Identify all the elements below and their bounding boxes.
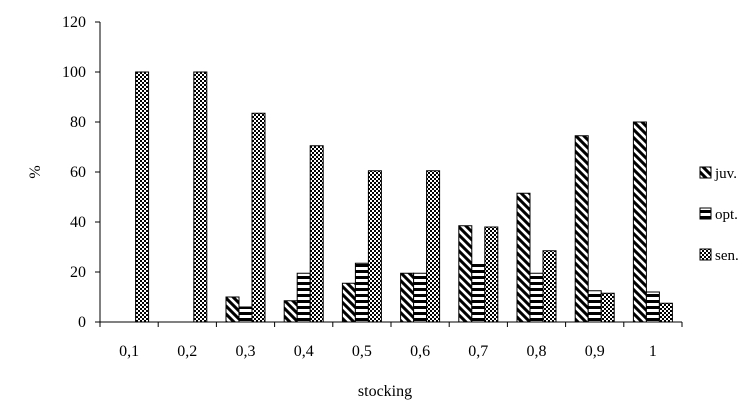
bar: [193, 71, 208, 323]
legend-label: juv.: [714, 166, 737, 182]
bar: [135, 71, 150, 323]
legend-swatch: [699, 207, 712, 220]
y-ticks: 0 20 40 60 80 100 120: [62, 14, 100, 331]
x-tick-label: 0,6: [410, 343, 430, 360]
bar: [587, 290, 602, 323]
bar: [225, 296, 240, 323]
bar: [516, 192, 531, 323]
bar: [354, 262, 369, 323]
x-tick-label: 0,8: [527, 343, 547, 360]
x-tick-label: 0,3: [236, 343, 256, 360]
y-tick-label: 100: [62, 64, 86, 81]
bar: [309, 145, 324, 323]
bar: [238, 306, 253, 323]
legend-swatch: [699, 166, 712, 179]
legend: juv. opt. sen.: [699, 166, 739, 264]
bars: [135, 71, 673, 323]
x-tick-label: 0,4: [294, 343, 314, 360]
bar: [283, 300, 298, 323]
bar: [341, 282, 356, 323]
x-tick-label: 0,1: [119, 343, 139, 360]
bar: [367, 170, 382, 323]
bar: [645, 291, 660, 323]
bar: [658, 302, 673, 323]
bar: [296, 272, 311, 323]
bar: [458, 225, 473, 323]
bar: [413, 272, 428, 323]
bar: [400, 272, 415, 323]
bar: [471, 264, 486, 323]
x-axis-label: stocking: [358, 383, 412, 400]
bar: [251, 112, 266, 323]
bar: [542, 250, 557, 323]
y-tick-label: 120: [62, 14, 86, 31]
legend-label: sen.: [715, 248, 739, 264]
y-tick-label: 80: [70, 114, 86, 131]
y-tick-label: 40: [70, 214, 86, 231]
legend-swatch: [699, 248, 712, 261]
bar: [632, 121, 647, 323]
x-tick-label: 0,2: [177, 343, 197, 360]
x-tick-label: 1: [649, 343, 657, 360]
y-tick-label: 60: [70, 164, 86, 181]
y-axis-label: %: [27, 165, 44, 178]
bar: [600, 292, 615, 323]
y-tick-label: 20: [70, 264, 86, 281]
bar: [529, 272, 544, 323]
y-tick-label: 0: [78, 314, 86, 331]
bar: [484, 226, 499, 323]
x-tick-label: 0,7: [468, 343, 488, 360]
x-tick-label: 0,5: [352, 343, 372, 360]
x-tick-label: 0,9: [585, 343, 605, 360]
bar: [426, 170, 441, 323]
legend-label: opt.: [715, 207, 738, 223]
bar: [574, 135, 589, 323]
x-ticks: 0,1 0,2 0,3 0,4 0,5 0,6 0,7 0,8 0,9 1: [99, 322, 683, 360]
